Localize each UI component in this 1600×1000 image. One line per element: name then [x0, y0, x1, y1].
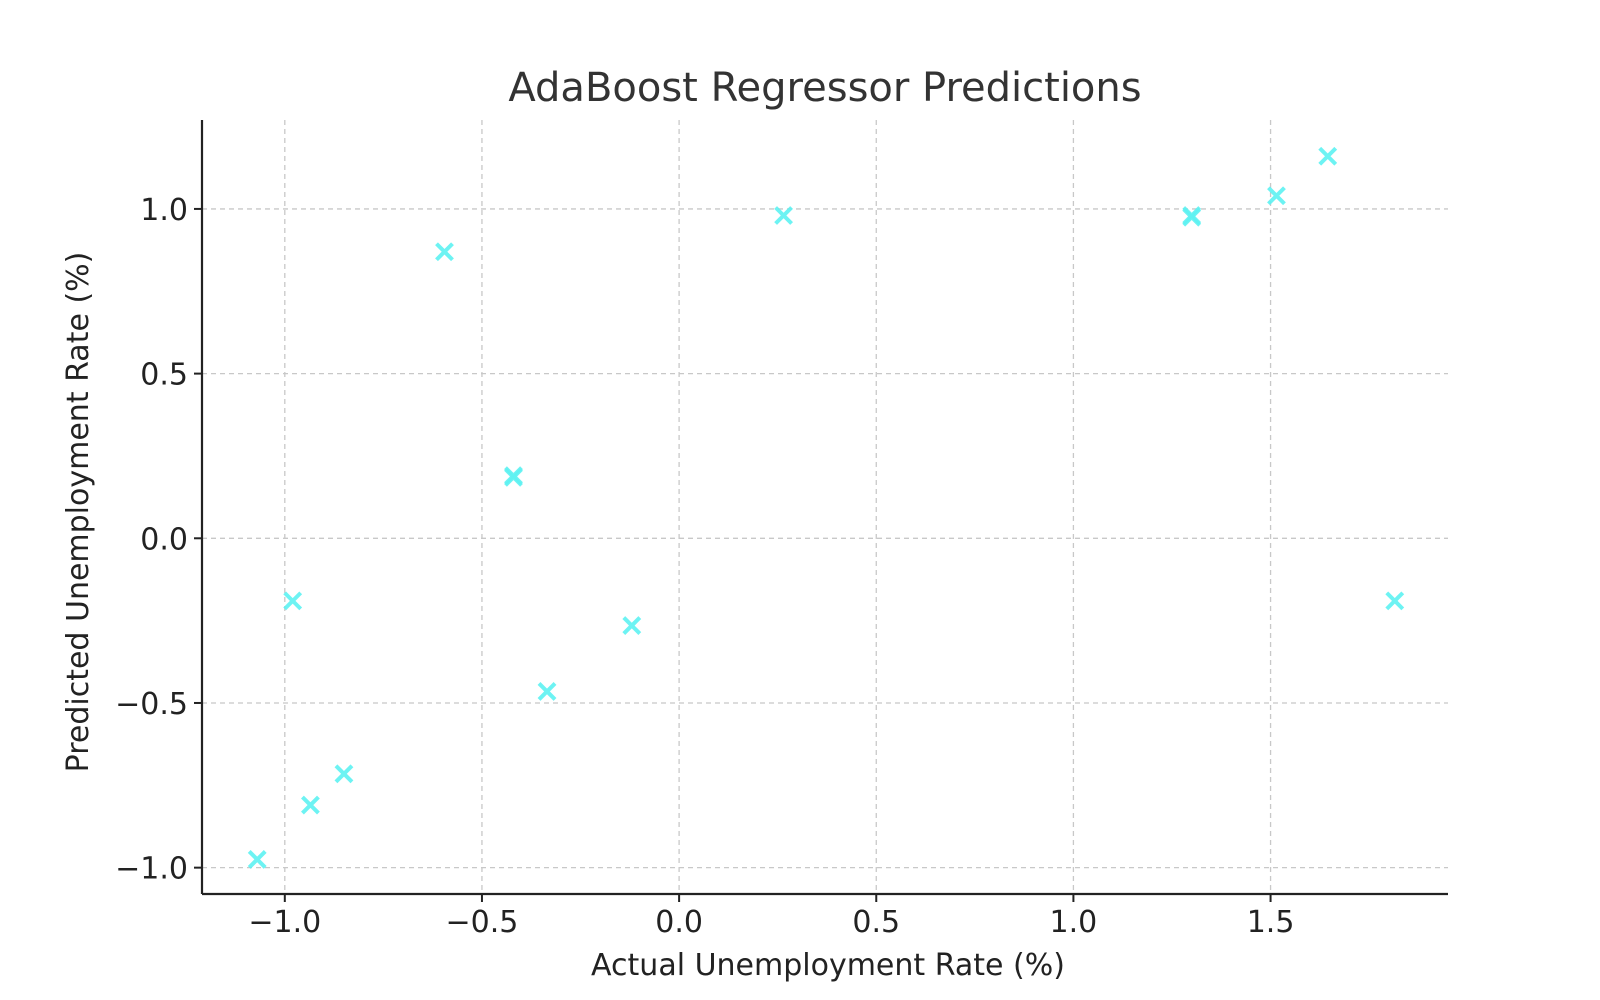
chart-title: AdaBoost Regressor Predictions	[508, 65, 1141, 111]
x-tick-label: 0.0	[655, 905, 703, 940]
y-tick-label: −1.0	[115, 852, 188, 887]
y-axis-label: Predicted Unemployment Rate (%)	[61, 252, 96, 773]
x-tick-label: 0.5	[852, 905, 900, 940]
data-points	[247, 146, 1405, 869]
data-point	[435, 242, 454, 262]
x-tick-label: −0.5	[446, 905, 519, 940]
x-tick-label: 1.0	[1050, 905, 1098, 940]
grid	[202, 120, 1448, 894]
x-tick-label: 1.5	[1247, 905, 1295, 940]
y-tick-label: 0.5	[140, 358, 188, 393]
data-point	[774, 206, 794, 225]
y-tick-label: −0.5	[115, 687, 188, 722]
x-tick-label: −1.0	[248, 905, 321, 940]
y-tick-label: 1.0	[140, 193, 188, 228]
data-point	[334, 764, 354, 784]
data-point	[283, 591, 303, 611]
data-point	[1267, 186, 1286, 206]
data-point	[1182, 206, 1202, 225]
data-point	[537, 682, 557, 701]
x-axis-label: Actual Unemployment Rate (%)	[591, 948, 1065, 983]
data-point	[1318, 146, 1338, 166]
data-point	[504, 466, 523, 486]
ticks: −1.0 −0.5 0.0 0.5 1.0 1.5 −1.0 −0.5 0.0 0.5 1.0	[115, 193, 1294, 940]
axes	[200, 120, 1448, 896]
data-point	[1385, 591, 1405, 611]
data-point	[301, 795, 320, 815]
data-point	[247, 850, 267, 869]
data-point	[622, 616, 642, 635]
y-tick-label: 0.0	[140, 522, 188, 557]
